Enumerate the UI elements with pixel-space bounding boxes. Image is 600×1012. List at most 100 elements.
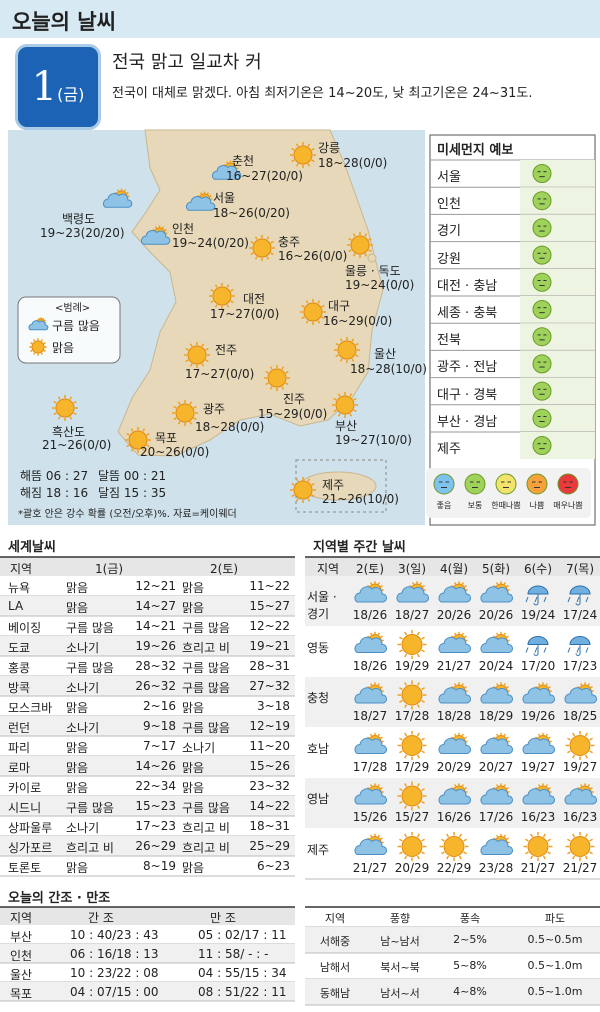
cloud-icon: [186, 196, 216, 211]
city-temp: 16~27(20/0): [226, 169, 303, 183]
sun-ray: [404, 732, 408, 737]
sun-ray: [377, 784, 380, 787]
sun-ray: [404, 682, 408, 686]
city-name: 광주: [203, 402, 226, 416]
cloud-icon: [354, 687, 387, 704]
sea-cell: 4~8%: [453, 985, 487, 998]
sun-ray: [146, 444, 150, 448]
sun-ray: [589, 851, 593, 855]
cloud-icon: [141, 230, 171, 245]
world-weather: 맑음: [182, 701, 205, 715]
world-temp: 22~34: [135, 779, 176, 793]
sun-ray: [496, 582, 499, 585]
headline: 전국 맑고 일교차 커: [112, 52, 262, 73]
cloud-icon: [564, 788, 597, 805]
world-weather: 구름 많음: [66, 801, 114, 815]
date-weekday: (금): [57, 85, 85, 104]
sun-ray: [265, 370, 269, 374]
sun-ray: [40, 339, 43, 342]
sun-ray: [404, 754, 408, 759]
sun-ray: [464, 686, 467, 689]
world-temp: 18~31: [249, 819, 290, 833]
sun-ray: [503, 582, 506, 585]
tide-cell: 06 : 16/18 : 13: [70, 947, 159, 961]
sun-ray: [142, 448, 146, 452]
sun-ray: [464, 787, 467, 790]
sun-ray: [69, 416, 73, 420]
dust-region: 강원: [437, 251, 461, 267]
sun-ray: [584, 754, 588, 759]
cloud-icon: [212, 165, 242, 180]
world-city: 카이로: [8, 781, 42, 795]
sun-ray: [33, 352, 36, 355]
sun-ray: [377, 582, 380, 585]
sea-cell: 남~남서: [380, 935, 420, 948]
dust-face: [532, 300, 552, 319]
sea-cell: 2~5%: [453, 933, 487, 946]
sun-ray: [254, 256, 258, 260]
cloud-icon: [522, 687, 555, 704]
sun-ray: [399, 750, 403, 754]
sun-ray: [399, 636, 403, 640]
sun-ray: [214, 304, 218, 308]
weekly-temp: 17/28: [394, 709, 430, 723]
sun-ray: [305, 300, 309, 304]
rain-drop: [525, 647, 529, 653]
tide-cell: 울산: [10, 968, 33, 982]
sun-ray: [250, 240, 254, 244]
cloud-icon: [354, 788, 387, 805]
sun-ray: [225, 161, 229, 164]
city-name: 강릉: [318, 141, 341, 155]
sun-ray: [530, 855, 534, 860]
sun-ray: [348, 237, 352, 241]
sun-ray: [421, 851, 425, 855]
section-title: 오늘의 간조 · 만조: [8, 891, 111, 906]
sun-icon: [267, 368, 287, 388]
header-row: [305, 557, 600, 576]
sun-ray: [193, 405, 197, 409]
world-city: 토론토: [8, 861, 42, 875]
sun-ray: [463, 838, 467, 842]
rain-drop: [585, 647, 589, 653]
sun-ray: [412, 582, 415, 585]
world-city: 상파울루: [8, 821, 53, 835]
sea-cell: 남해서: [319, 961, 351, 974]
sun-ray: [226, 304, 230, 308]
city-temp: 18~26(0/20): [213, 206, 290, 220]
sun-ray: [416, 754, 420, 759]
cloud-icon: [480, 788, 513, 805]
sun-icon: [569, 735, 591, 756]
world-temp: 23~32: [249, 779, 290, 793]
world-temp: 14~21: [135, 619, 176, 633]
sun-icon: [293, 480, 313, 500]
sun-ray: [506, 837, 509, 840]
sun-ray: [307, 498, 311, 502]
sea-header: 지역: [324, 912, 346, 925]
sun-ray: [311, 494, 315, 498]
sun-ray: [266, 236, 270, 240]
weekly-region: 서울 · 경기: [307, 590, 337, 621]
dust-cell: [520, 241, 595, 269]
city-temp: 21~26(10/0): [322, 492, 399, 506]
sun-icon: [175, 403, 195, 423]
sea-cell: 0.5~1.0m: [527, 985, 583, 998]
world-temp: 8~19: [143, 859, 176, 873]
sun-ray: [421, 699, 425, 703]
sun-ray: [547, 851, 551, 855]
dust-face: [464, 473, 486, 495]
world-city: LA: [8, 599, 24, 613]
weekly-temp: 21/27: [352, 860, 388, 875]
sun-icon: [401, 735, 423, 756]
sun-ray: [399, 800, 403, 804]
tide-cell: 목포: [10, 987, 33, 1001]
sun-ray: [404, 833, 408, 838]
cloud-icon: [438, 586, 471, 603]
dust-region: 제주: [437, 442, 461, 457]
dust-face: [532, 272, 552, 292]
world-weather: 맑음: [66, 581, 89, 595]
sun-ray: [399, 737, 403, 741]
sun-ray: [364, 233, 368, 237]
sun-ray: [201, 363, 205, 367]
dust-region: 부산 · 경남: [437, 414, 498, 430]
weekly-temp: 21/27: [562, 860, 598, 875]
